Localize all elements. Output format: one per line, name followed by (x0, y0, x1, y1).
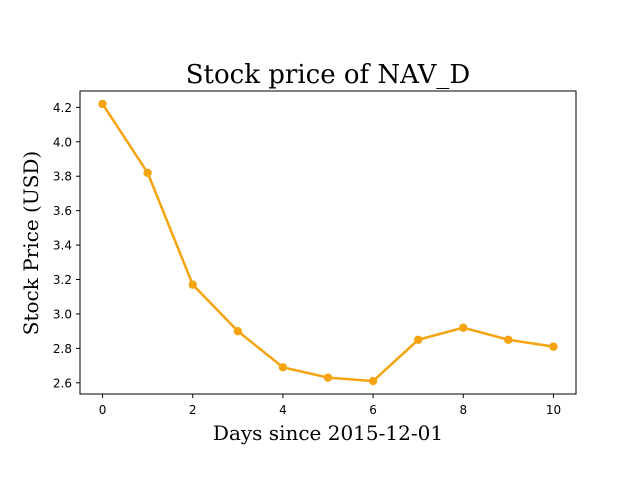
data-point (188, 280, 197, 289)
y-tick-label: 3.6 (53, 204, 72, 218)
data-point (98, 99, 107, 109)
x-tick-label: 0 (99, 403, 107, 417)
y-tick-label: 2.8 (53, 342, 72, 356)
data-point (323, 373, 333, 382)
x-axis-label: Days since 2015-12-01 (213, 421, 443, 445)
axis-ticks: 0 2 4 6 8 10 2.6 2.8 3.0 3.2 3.4 3.6 3.8 4.0 4.2 (53, 101, 561, 417)
data-point (504, 335, 513, 344)
x-tick-label: 4 (279, 403, 287, 417)
y-tick-label: 3.2 (53, 273, 72, 287)
y-tick-label: 4.0 (53, 135, 72, 149)
series-line (101, 102, 555, 383)
x-tick-label: 10 (546, 403, 561, 417)
y-tick-label: 3.8 (53, 170, 72, 184)
data-point (368, 376, 378, 386)
data-point (413, 335, 423, 344)
data-point (233, 326, 243, 336)
y-tick-label: 2.6 (53, 376, 72, 390)
plot-area-frame (79, 90, 577, 395)
chart-title: Stock price of NAV_D (186, 60, 471, 90)
y-axis-label: Stock Price (USD) (19, 151, 43, 335)
data-point (278, 363, 288, 372)
x-tick-label: 8 (459, 403, 467, 417)
data-point (459, 323, 468, 332)
data-point (143, 168, 152, 177)
x-tick-label: 6 (369, 403, 377, 417)
y-tick-label: 4.2 (53, 101, 72, 115)
series-layer (98, 99, 558, 386)
x-tick-label: 2 (189, 403, 197, 417)
y-tick-label: 3.0 (53, 307, 72, 321)
data-point (549, 342, 558, 351)
y-tick-label: 3.4 (53, 239, 72, 253)
